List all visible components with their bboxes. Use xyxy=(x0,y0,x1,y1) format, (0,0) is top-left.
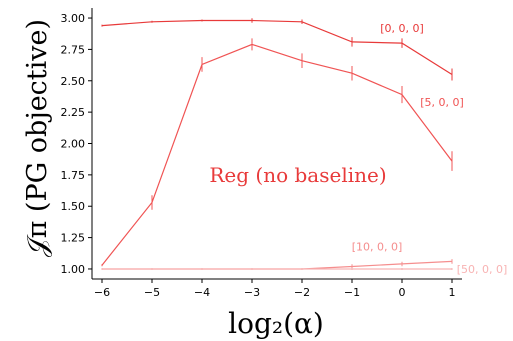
y-axis-title: 𝒥π (PG objective) xyxy=(22,19,53,257)
y-tick-label: 3.00 xyxy=(61,12,86,25)
series-layer xyxy=(101,18,453,270)
x-tick-label: −2 xyxy=(294,286,310,299)
series-line xyxy=(101,19,453,76)
series-line xyxy=(101,43,453,266)
x-tick-label: −5 xyxy=(144,286,160,299)
series-line xyxy=(102,260,453,270)
series-label: [5, 0, 0] xyxy=(420,96,464,109)
y-tick-label: 2.75 xyxy=(61,43,86,56)
x-tick-label: 1 xyxy=(449,286,456,299)
axes: 1.00 1.25 1.50 1.75 2.00 2.25 2.50 2.75 3.00 −6 −5… xyxy=(61,8,462,299)
y-tick-label: 1.75 xyxy=(61,169,86,182)
x-tick-label: −3 xyxy=(244,286,260,299)
series-2 xyxy=(101,259,453,270)
x-tick-label: −6 xyxy=(94,286,110,299)
y-tick-label: 2.00 xyxy=(61,138,86,151)
series-1 xyxy=(101,38,453,267)
labels-layer: [0, 0, 0] [5, 0, 0] [10, 0, 0] [50, 0, 0] xyxy=(352,22,508,276)
y-tick-label: 1.00 xyxy=(61,263,86,276)
x-tick-label: −1 xyxy=(344,286,360,299)
series-label: [0, 0, 0] xyxy=(380,22,424,35)
x-axis-title: log₂(α) xyxy=(228,307,324,340)
y-tick-label: 2.25 xyxy=(61,106,86,119)
y-tick-label: 1.50 xyxy=(61,200,86,213)
y-tick-label: 1.25 xyxy=(61,232,86,245)
x-tick-label: 0 xyxy=(399,286,406,299)
series-0 xyxy=(101,18,453,81)
series-label: [10, 0, 0] xyxy=(352,240,403,253)
y-tick-label: 2.50 xyxy=(61,75,86,88)
x-tick-label: −4 xyxy=(194,286,210,299)
series-3 xyxy=(101,267,453,270)
annotation-label: Reg (no baseline) xyxy=(209,163,386,187)
series-label: [50, 0, 0] xyxy=(457,263,508,276)
